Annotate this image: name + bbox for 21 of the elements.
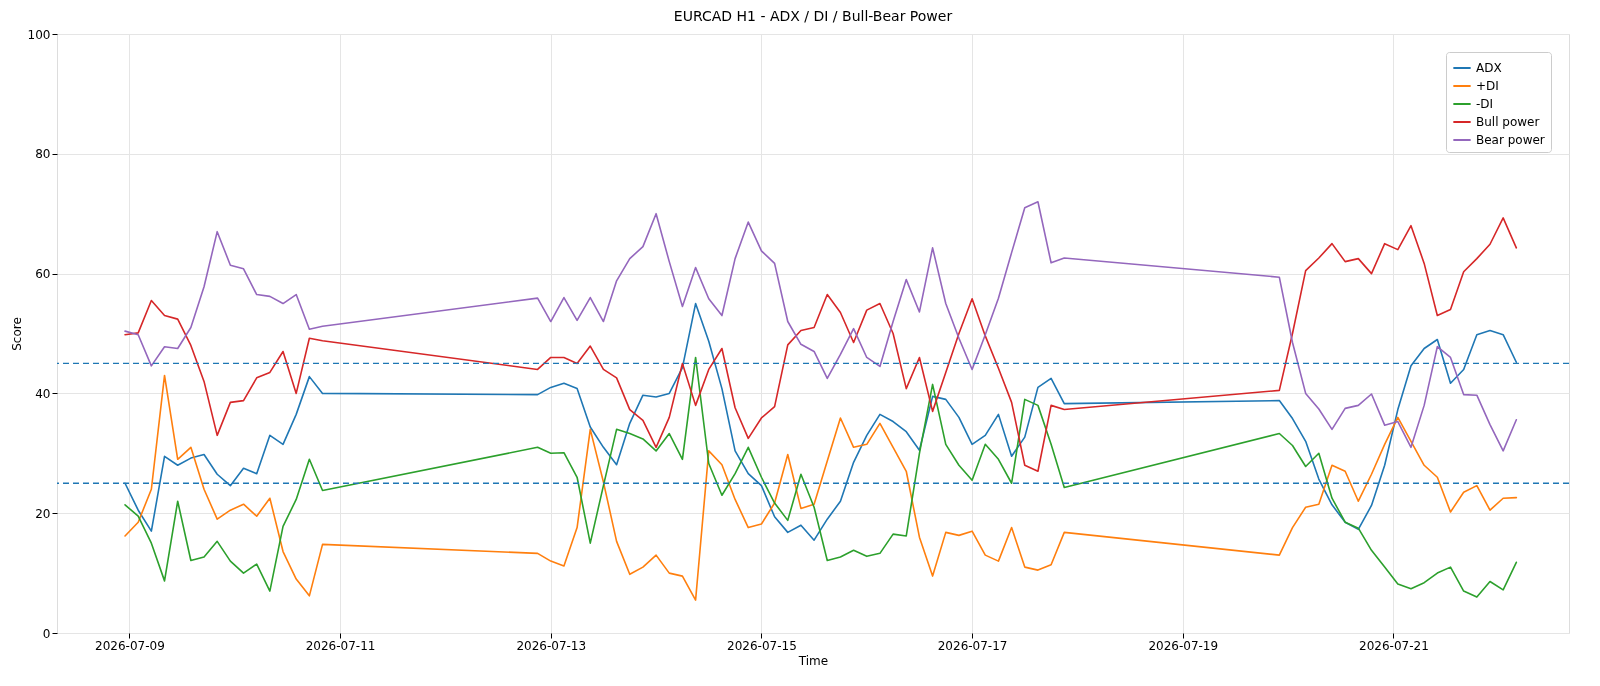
x-tick-label: 2026-07-17 xyxy=(937,638,1008,653)
legend-label: -DI xyxy=(1476,97,1494,111)
y-tick-label: 20 xyxy=(35,506,51,521)
y-axis-title: Score xyxy=(9,317,24,351)
x-tick-label: 2026-07-11 xyxy=(305,638,376,653)
legend-label: Bull power xyxy=(1476,115,1540,129)
x-tick-label: 2026-07-21 xyxy=(1359,638,1429,653)
legend-label: ADX xyxy=(1476,61,1502,75)
x-tick-label: 2026-07-15 xyxy=(727,638,797,653)
x-tick-label: 2026-07-13 xyxy=(516,638,587,653)
y-tick-label: 100 xyxy=(27,27,51,42)
y-tick-label: 40 xyxy=(35,386,51,401)
x-tick-label: 2026-07-09 xyxy=(95,638,165,653)
x-tick-label: 2026-07-19 xyxy=(1148,638,1219,653)
chart-title: EURCAD H1 - ADX / DI / Bull-Bear Power xyxy=(673,8,953,24)
legend-label: Bear power xyxy=(1476,133,1545,147)
legend-label: +DI xyxy=(1476,79,1499,93)
y-tick-label: 60 xyxy=(35,267,51,282)
y-tick-label: 80 xyxy=(35,147,51,162)
x-axis-title: Time xyxy=(797,653,829,668)
y-tick-label: 0 xyxy=(42,626,51,641)
